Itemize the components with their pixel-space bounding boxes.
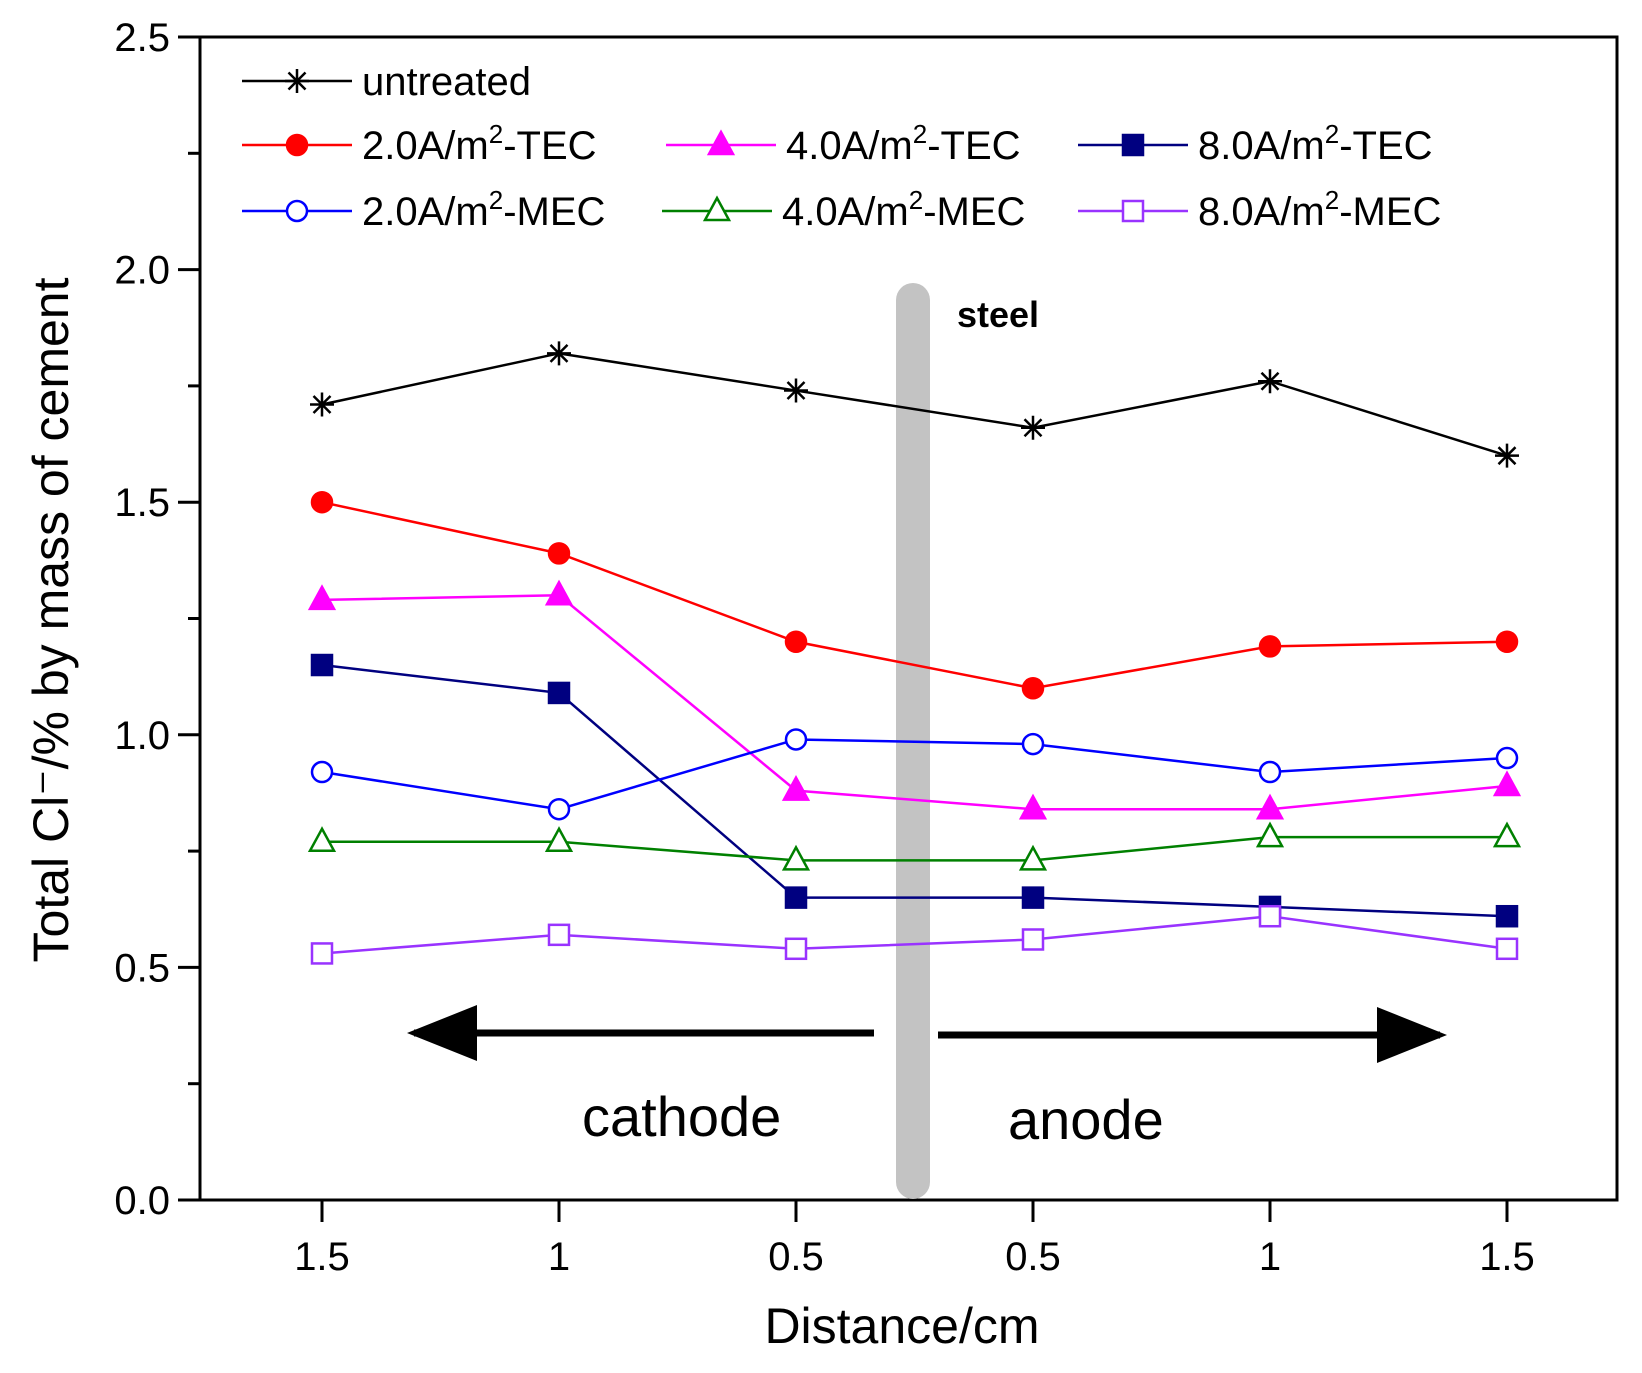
data-point	[1492, 770, 1522, 797]
data-point	[1255, 793, 1285, 820]
legend-label: 8.0A/m2-MEC	[1198, 185, 1441, 234]
data-point	[1495, 904, 1519, 928]
data-point	[784, 630, 808, 654]
data-point	[547, 797, 571, 821]
legend-label: 4.0A/m2-TEC	[786, 119, 1021, 168]
legend-item: 2.0A/m2-MEC	[242, 185, 605, 234]
data-point	[544, 579, 574, 606]
anode-label: anode	[1008, 1088, 1164, 1151]
steel-label: steel	[957, 294, 1039, 335]
x-axis-title: Distance/cm	[764, 1298, 1039, 1354]
data-point	[784, 728, 808, 751]
legend-item: 2.0A/m2-TEC	[242, 119, 597, 168]
series-layer	[307, 341, 1522, 965]
legend-item: 4.0A/m2-TEC	[666, 119, 1021, 168]
y-tick-label: 2.5	[114, 16, 170, 60]
series-2.0A/m2-TEC	[310, 490, 1519, 700]
legend-label: 2.0A/m2-MEC	[362, 185, 605, 234]
data-point	[1021, 928, 1045, 951]
data-point	[1018, 793, 1048, 820]
data-point	[1495, 443, 1519, 468]
series-line	[321, 500, 1508, 690]
data-point	[307, 584, 337, 611]
legend-marker	[285, 133, 309, 157]
legend-marker	[285, 199, 309, 223]
data-point	[1492, 821, 1522, 848]
series-untreated	[310, 341, 1519, 468]
data-point	[310, 942, 334, 965]
series-4.0A/m2-MEC	[307, 821, 1522, 871]
data-point	[1495, 746, 1519, 770]
data-point	[1255, 821, 1285, 848]
x-tick-label: 0.5	[1005, 1235, 1061, 1279]
series-line	[321, 738, 1508, 811]
legend-item: untreated	[242, 60, 531, 104]
data-point	[544, 826, 574, 853]
data-point	[1495, 630, 1519, 654]
data-point	[310, 490, 334, 514]
series-2.0A/m2-MEC	[310, 728, 1519, 821]
y-tick-label: 0.5	[114, 946, 170, 990]
x-axis: 1.5 1 0.5 0.5 1 1.5	[294, 1200, 1535, 1279]
data-point	[1021, 886, 1045, 909]
data-point	[1021, 415, 1045, 440]
legend-marker	[1121, 133, 1145, 157]
series-line	[322, 835, 1507, 862]
data-point	[781, 844, 811, 871]
legend-label: untreated	[362, 60, 531, 104]
legend-marker	[702, 195, 732, 222]
series-8.0A/m2-MEC	[310, 904, 1519, 965]
cathode-label: cathode	[582, 1085, 781, 1148]
series-line	[321, 914, 1508, 955]
legend-item: 4.0A/m2-MEC	[662, 185, 1025, 234]
data-point	[547, 923, 571, 947]
data-point	[1258, 760, 1282, 784]
data-point	[307, 826, 337, 853]
y-tick-label: 1.5	[114, 481, 170, 525]
data-point	[1258, 635, 1282, 658]
series-line	[321, 352, 1508, 457]
series-line	[321, 663, 1508, 918]
x-tick-label: 1.5	[1479, 1235, 1535, 1279]
legend-marker	[1121, 199, 1145, 223]
y-tick-label: 2.0	[114, 249, 170, 293]
data-point	[1018, 844, 1048, 871]
y-axis: 0.0 0.5 1.0 1.5 2.0 2.5	[114, 16, 200, 1223]
legend-item: 8.0A/m2-TEC	[1078, 119, 1433, 168]
data-point	[310, 760, 334, 784]
series-4.0A/m2-TEC	[307, 579, 1522, 820]
data-point	[784, 937, 808, 961]
data-point	[1258, 904, 1282, 928]
legend-item: 8.0A/m2-MEC	[1078, 185, 1441, 234]
data-point	[1021, 677, 1045, 700]
legend-marker	[285, 69, 309, 93]
data-point	[1021, 732, 1045, 756]
data-point	[547, 681, 571, 705]
legend-label: 2.0A/m2-TEC	[362, 119, 597, 168]
legend: untreated 2.0A/m2-TEC 4.0A/m2-TEC 8.0A/m2-T…	[242, 60, 1441, 234]
legend-label: 8.0A/m2-TEC	[1198, 119, 1433, 168]
data-point	[784, 378, 808, 403]
legend-marker	[706, 129, 736, 156]
y-tick-label: 1.0	[114, 714, 170, 758]
data-point	[784, 886, 808, 909]
x-tick-label: 1	[548, 1235, 570, 1279]
x-tick-label: 1	[1259, 1235, 1281, 1279]
x-tick-label: 0.5	[768, 1235, 824, 1279]
data-point	[547, 341, 571, 366]
legend-label: 4.0A/m2-MEC	[782, 185, 1025, 234]
y-axis-title: Total Cl⁻/% by mass of cement	[23, 277, 79, 962]
data-point	[1258, 369, 1282, 394]
y-tick-label: 0.0	[114, 1179, 170, 1223]
data-point	[1495, 937, 1519, 961]
series-line	[321, 593, 1508, 811]
x-tick-label: 1.5	[294, 1235, 350, 1279]
data-point	[310, 392, 334, 417]
data-point	[547, 542, 571, 565]
data-point	[310, 653, 334, 677]
data-point	[781, 775, 811, 801]
